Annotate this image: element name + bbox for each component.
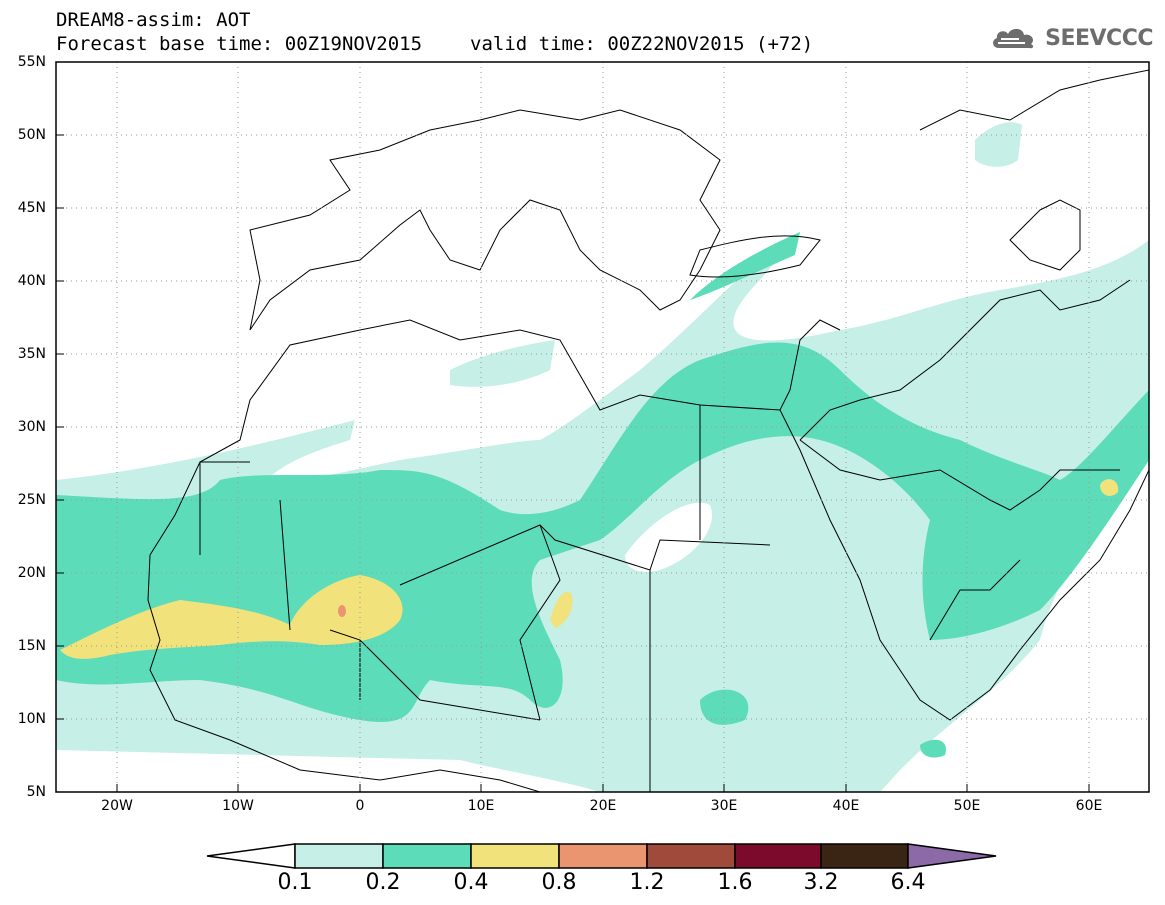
colorbar-label: 6.4	[890, 870, 926, 895]
lon-tick: 10E	[467, 798, 495, 814]
colorbar-extend-low	[206, 843, 296, 869]
clear-region	[625, 502, 712, 572]
lat-tick: 35N	[17, 346, 46, 362]
colorbar-bin	[470, 843, 560, 869]
colorbar-bin	[820, 843, 909, 869]
lon-tick: 60E	[1075, 798, 1103, 814]
lat-tick: 40N	[17, 273, 46, 289]
valid-time: valid time: 00Z22NOV2015 (+72)	[470, 33, 814, 55]
map-title: DREAM8-assim: AOT	[56, 9, 251, 31]
lat-tick: 30N	[17, 419, 46, 435]
colorbar-label: 1.2	[629, 870, 665, 895]
colorbar-bin	[734, 843, 822, 869]
axis-ticks	[56, 134, 1090, 792]
lon-tick: 0	[355, 798, 365, 814]
cloud-icon	[993, 28, 1034, 49]
colorbar-bin	[558, 843, 648, 869]
lon-tick: 50E	[953, 798, 981, 814]
colorbar-label: 3.2	[803, 870, 839, 895]
time-info: Forecast base time: 00Z19NOV2015 valid ti…	[56, 34, 813, 54]
lon-tick: 40E	[832, 798, 860, 814]
colorbar-extend-high	[907, 843, 997, 869]
base-time: Forecast base time: 00Z19NOV2015	[56, 33, 423, 55]
lon-tick: 20E	[589, 798, 617, 814]
aot-field-high	[60, 479, 1119, 659]
logo-text: SEEVCCC	[1045, 25, 1153, 51]
lat-tick: 10N	[17, 711, 46, 727]
colorbar	[206, 843, 997, 869]
lat-tick: 45N	[17, 200, 46, 216]
lat-tick: 25N	[17, 492, 46, 508]
lat-tick: 15N	[17, 638, 46, 654]
lat-tick: 5N	[26, 784, 46, 800]
colorbar-label: 1.6	[717, 870, 753, 895]
colorbar-label: 0.2	[365, 870, 401, 895]
lat-tick: 50N	[17, 127, 46, 143]
grid-lines	[56, 62, 1149, 792]
lon-tick: 30E	[710, 798, 738, 814]
colorbar-label: 0.1	[277, 870, 313, 895]
lat-tick: 55N	[17, 54, 46, 70]
colorbar-label: 0.4	[453, 870, 489, 895]
lon-tick: 20W	[101, 798, 133, 814]
lat-tick: 20N	[17, 565, 46, 581]
colorbar-bin	[294, 843, 384, 869]
aot-peak	[338, 605, 346, 617]
lon-tick: 10W	[222, 798, 254, 814]
colorbar-bin	[646, 843, 736, 869]
colorbar-bin	[382, 843, 472, 869]
colorbar-label: 0.8	[541, 870, 577, 895]
coastlines	[147, 69, 1149, 792]
seevccc-logo: SEEVCCC	[989, 24, 1153, 52]
